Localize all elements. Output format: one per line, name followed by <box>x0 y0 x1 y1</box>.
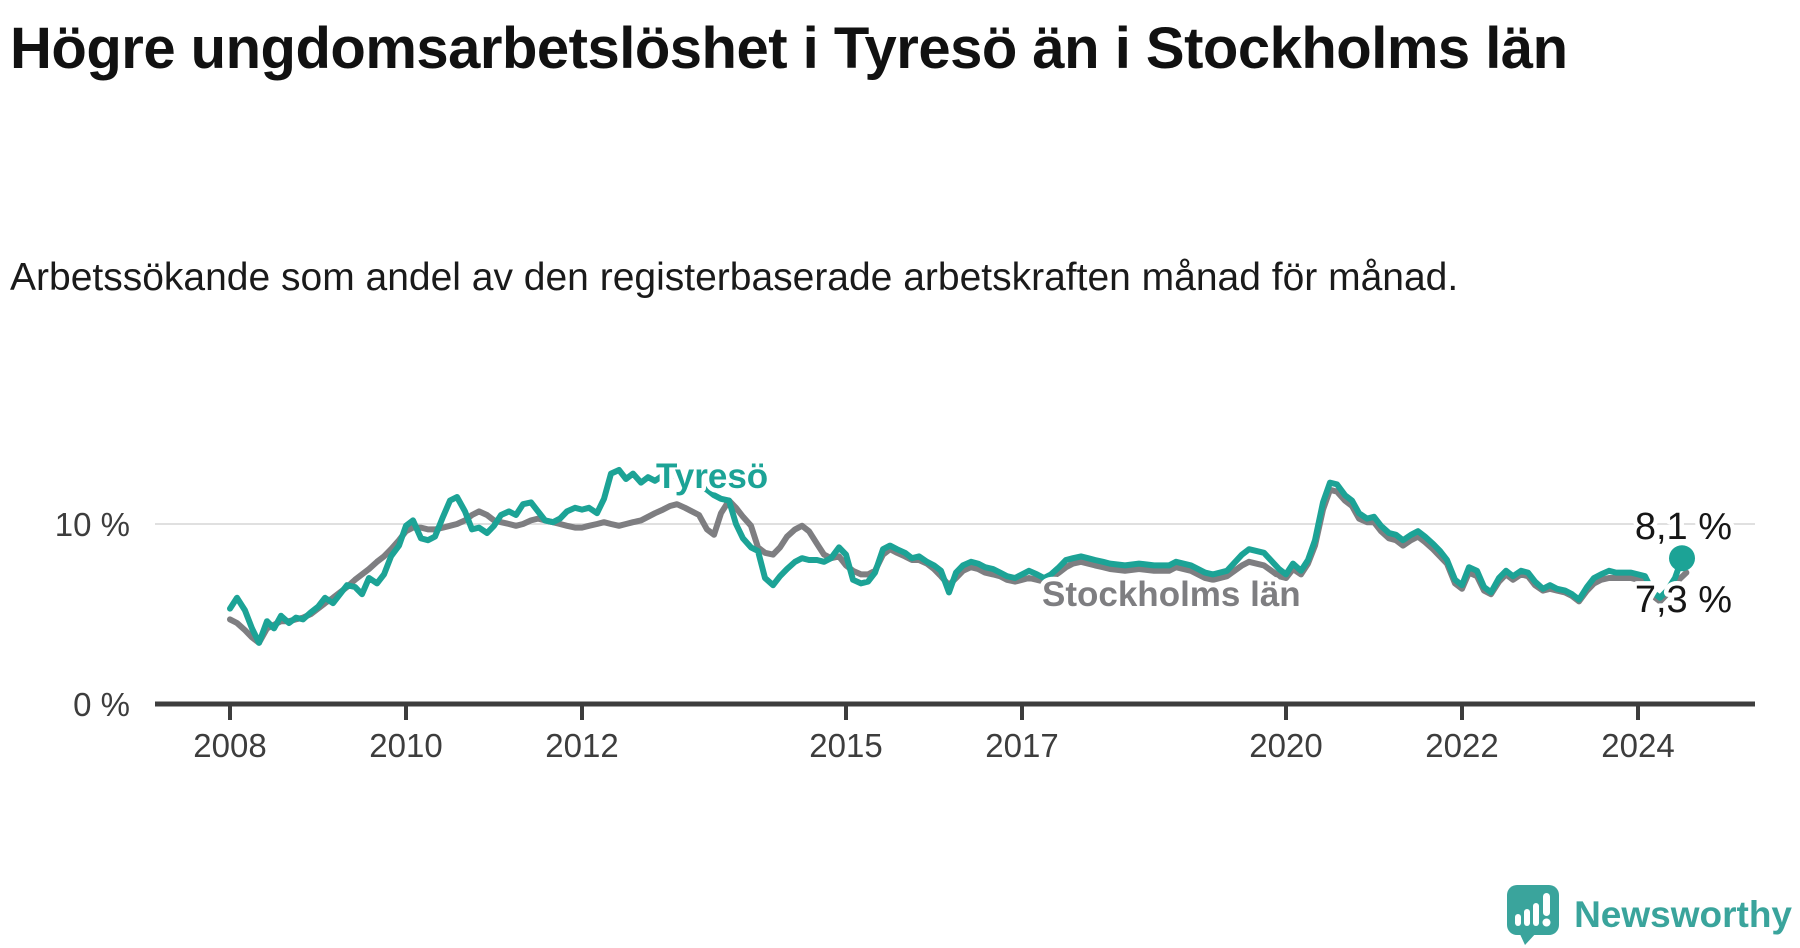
y-tick-label-10: 10 % <box>55 506 130 543</box>
newsworthy-logo-text: Newsworthy <box>1574 894 1792 935</box>
newsworthy-logo-icon <box>1507 885 1560 945</box>
x-tick-label: 2022 <box>1425 727 1498 764</box>
x-tick-label: 2020 <box>1249 727 1322 764</box>
series-label-tyreso: Tyresö <box>656 457 768 496</box>
y-tick-label-0: 0 % <box>73 686 130 723</box>
chart-subtitle: Arbetssökande som andel av den registerb… <box>10 256 1459 299</box>
series-label-stockholm: Stockholms län <box>1042 575 1301 614</box>
series-group <box>227 467 1695 646</box>
end-value-label-tyreso: 8,1 % <box>1635 506 1732 548</box>
page-title: Högre ungdomsarbetslöshet i Tyresö än i … <box>10 16 1568 81</box>
x-tick-label: 2008 <box>193 727 266 764</box>
x-axis-ticks: 2008 2010 2012 2015 2017 2020 2022 2024 <box>193 705 1675 764</box>
newsworthy-logo: Newsworthy <box>1506 884 1792 946</box>
x-tick-label: 2010 <box>369 727 442 764</box>
end-dot-tyres- <box>1669 545 1695 572</box>
line-tyres- <box>227 467 1685 646</box>
x-tick-label: 2024 <box>1601 727 1674 764</box>
x-tick-label: 2017 <box>985 727 1058 764</box>
x-tick-label: 2015 <box>809 727 882 764</box>
x-tick-label: 2012 <box>545 727 618 764</box>
end-value-label-stockholm: 7,3 % <box>1635 579 1732 621</box>
